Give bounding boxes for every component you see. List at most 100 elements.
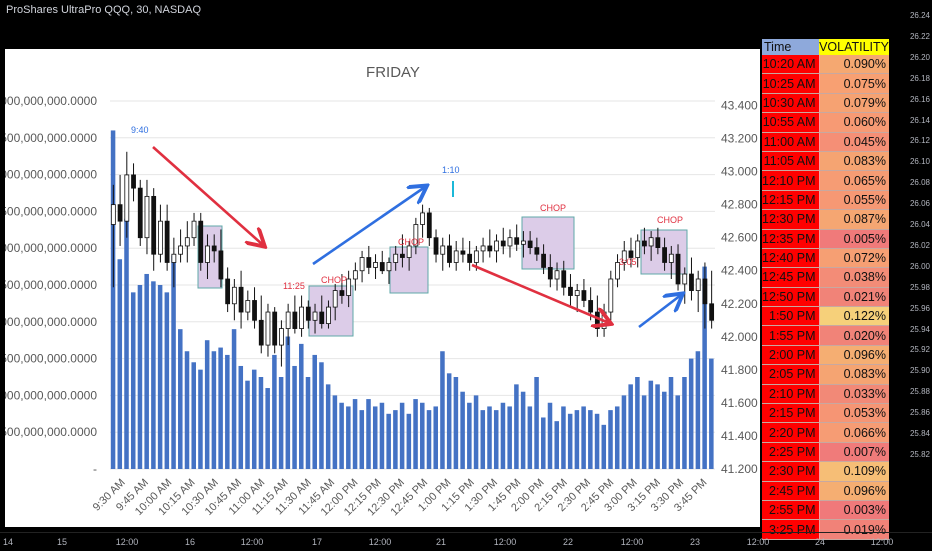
- time-cell: 12:45 PM: [762, 267, 820, 288]
- volatility-cell: 0.075%: [819, 73, 889, 94]
- time-cell: 12:50 PM: [762, 287, 820, 308]
- candle-body: [615, 262, 620, 280]
- volume-bar: [272, 354, 277, 469]
- volume-bar: [682, 377, 687, 469]
- candle-body: [265, 311, 271, 346]
- candle-body: [541, 253, 546, 268]
- chop-box: [308, 285, 354, 337]
- candle-body: [547, 267, 553, 280]
- volume-bar: [312, 354, 317, 469]
- table-row: 2:55 PM 0.003%: [762, 500, 889, 521]
- volume-bar: [541, 417, 546, 469]
- candle-body: [373, 262, 378, 268]
- candle-body: [648, 237, 654, 247]
- candle-body: [588, 300, 594, 313]
- volatility-cell: 0.083%: [819, 364, 889, 385]
- candle-body: [319, 311, 325, 325]
- volume-bar: [386, 413, 391, 469]
- table-row: 10:30 AM 0.079%: [762, 93, 889, 114]
- candle-body: [252, 300, 257, 321]
- time-scale[interactable]: 14 15 12:00 16 12:00 17 12:00 21 12:00 22 12:00 23 1…: [0, 532, 932, 551]
- volume-bar: [130, 292, 136, 469]
- volatility-cell: 0.020%: [819, 325, 889, 346]
- volume-tick-label: 4,500,000,000.0000: [5, 131, 97, 145]
- candle-body: [366, 257, 372, 268]
- table-row: 2:45 PM 0.096%: [762, 481, 889, 501]
- volume-bar: [117, 259, 123, 469]
- candle-body: [507, 237, 513, 247]
- candle-body: [668, 253, 674, 263]
- table-row: 3:25 PM 0.019%: [762, 519, 889, 540]
- time-cell: 1:55 PM: [762, 325, 820, 346]
- volume-bar: [460, 391, 465, 469]
- volatility-cell: 0.096%: [819, 481, 889, 501]
- volume-bar: [245, 380, 250, 469]
- price-tick-label: 41.200: [721, 462, 758, 476]
- price-scale-label: 26.10: [909, 157, 930, 167]
- table-row: 11:00 AM 0.045%: [762, 132, 889, 152]
- price-scale-label: 26.24: [909, 11, 930, 20]
- candle-body: [534, 247, 540, 255]
- price-scale[interactable]: 26.24 26.22 26.20 26.18 26.16 26.14 26.12 26.10…: [890, 0, 932, 532]
- candle-body: [205, 245, 210, 263]
- price-tick-label: 42.000: [721, 330, 758, 344]
- volume-bar: [635, 377, 640, 469]
- chart-annotation: 1:10: [442, 165, 460, 175]
- chart-header: ProShares UltraPro QQQ, 30, NASDAQ: [6, 4, 202, 16]
- volume-bar: [346, 406, 351, 469]
- volume-bar: [440, 351, 445, 469]
- volume-bar: [278, 377, 284, 469]
- time-cell: 1:50 PM: [762, 306, 820, 327]
- volatility-cell: 0.122%: [819, 306, 889, 327]
- volume-tick-label: 4,000,000,000.0000: [5, 168, 97, 182]
- volume-bar: [588, 410, 593, 469]
- price-tick-label: 42.200: [721, 297, 758, 311]
- candle-body: [621, 250, 627, 263]
- candle-body: [117, 204, 123, 222]
- volatility-cell: 0.053%: [819, 403, 889, 424]
- time-cell: 10:55 AM: [762, 112, 820, 133]
- volume-bar: [372, 406, 378, 469]
- chart-title: FRIDAY: [366, 64, 420, 81]
- time-scale-label: 23: [689, 537, 701, 547]
- time-cell: 12:40 PM: [762, 248, 820, 269]
- volume-bar: [379, 402, 385, 469]
- volume-bar: [574, 410, 580, 469]
- volume-bar: [467, 402, 472, 469]
- candle-body: [561, 270, 567, 288]
- volume-tick-label: -: [93, 462, 97, 476]
- candle-body: [279, 328, 284, 346]
- price-scale-label: 26.00: [909, 261, 930, 271]
- volume-bar: [628, 384, 633, 469]
- volume-bar: [480, 410, 486, 469]
- volume-bar: [124, 218, 129, 469]
- volatility-cell: 0.096%: [819, 345, 889, 366]
- time-cell: 10:30 AM: [762, 93, 820, 114]
- volume-bar: [581, 406, 586, 469]
- volume-tick-label: 3,000,000,000.0000: [5, 241, 97, 255]
- volume-tick-label: 1,500,000,000.0000: [5, 352, 97, 366]
- volatility-cell: 0.109%: [819, 461, 889, 482]
- table-header-volatility: VOLATILITY: [819, 39, 889, 55]
- table-row: 12:50 PM 0.021%: [762, 287, 889, 308]
- candle-body: [574, 290, 580, 296]
- table-row: 12:10 PM 0.065%: [762, 170, 889, 191]
- candle-body: [299, 306, 304, 329]
- candle-body: [460, 250, 466, 255]
- time-cell: 12:30 PM: [762, 209, 820, 230]
- chart-annotation: 11:25: [283, 281, 305, 291]
- candle-body: [440, 245, 446, 255]
- table-row: 2:20 PM 0.066%: [762, 422, 889, 443]
- time-cell: 2:05 PM: [762, 364, 820, 385]
- candle-body: [662, 247, 667, 263]
- time-scale-label: 12:00: [620, 537, 644, 547]
- time-scale-label: 12:00: [870, 537, 894, 547]
- volume-bar: [151, 281, 156, 469]
- candle-body: [184, 237, 190, 247]
- candle-body: [393, 253, 399, 263]
- volume-bar: [225, 354, 230, 469]
- candle-body: [702, 278, 708, 305]
- candle-body: [171, 253, 177, 263]
- time-scale-label: 15: [56, 537, 68, 547]
- volume-bar: [695, 351, 701, 469]
